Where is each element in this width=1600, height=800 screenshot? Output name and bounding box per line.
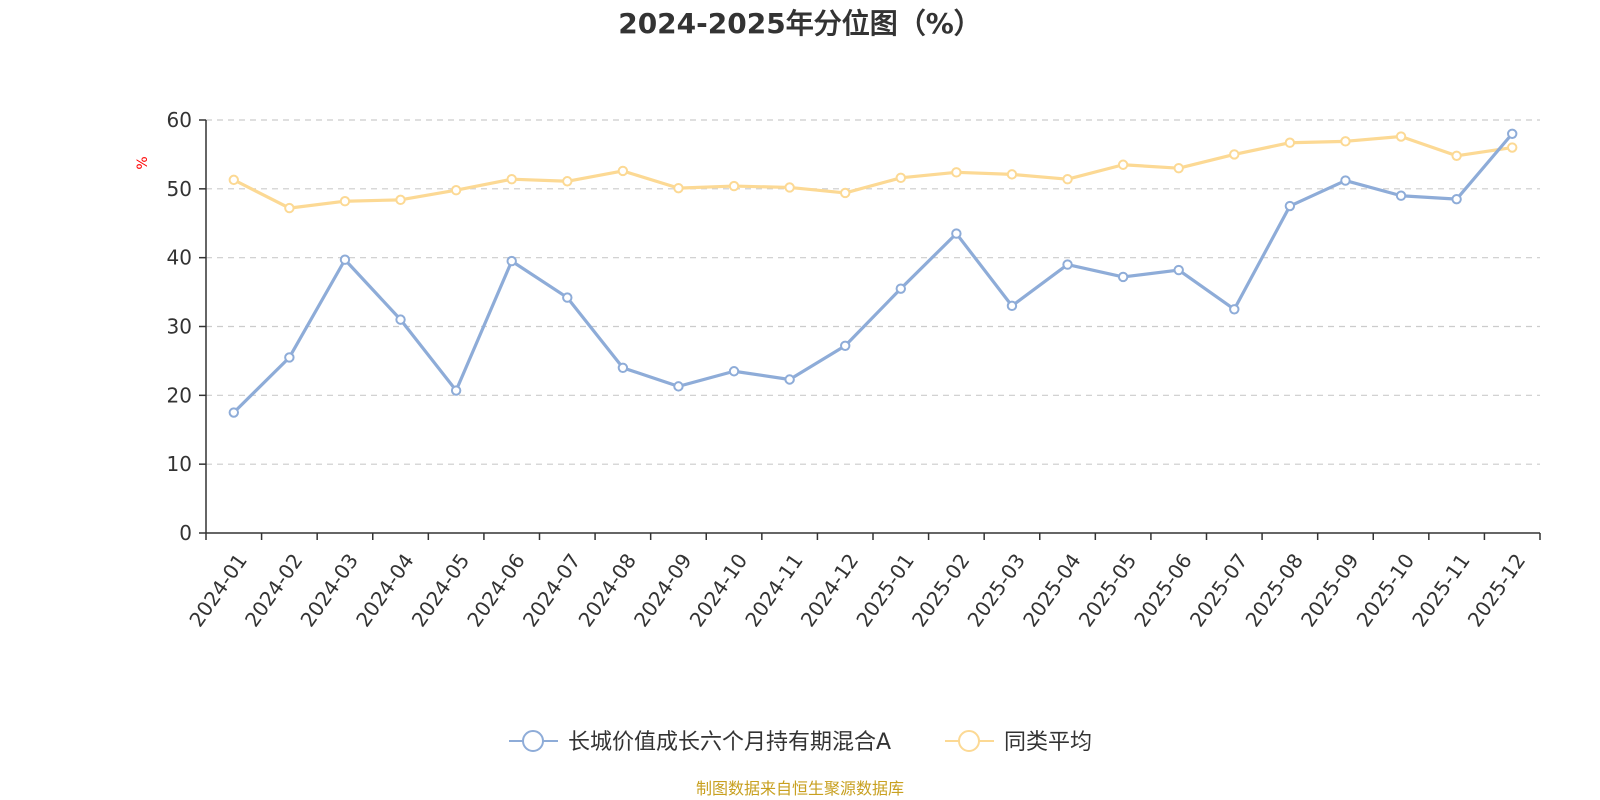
data-point-1-2024-11[interactable]: [784, 182, 795, 193]
data-point-0-2024-01[interactable]: [228, 407, 239, 418]
data-point-0-2025-12[interactable]: [1507, 128, 1518, 139]
data-point-0-2024-08[interactable]: [617, 362, 629, 373]
data-point-0-2024-03[interactable]: [339, 254, 351, 265]
gridlines: [206, 119, 1540, 465]
data-point-0-2024-05[interactable]: [450, 385, 462, 396]
data-point-1-2024-05[interactable]: [450, 185, 462, 196]
data-point-0-2025-11[interactable]: [1451, 193, 1462, 205]
data-point-0-2024-07[interactable]: [562, 292, 573, 303]
series-line-1: [232, 134, 1514, 210]
data-point-0-2024-12[interactable]: [840, 340, 851, 351]
data-point-0-2025-06[interactable]: [1173, 264, 1184, 276]
data-point-1-2025-01[interactable]: [895, 172, 906, 184]
data-point-0-2025-02[interactable]: [951, 228, 962, 239]
x-tick-label-2025-12: 2025-12: [1463, 549, 1531, 631]
data-point-1-2025-12[interactable]: [1507, 142, 1518, 153]
data-point-0-2024-09[interactable]: [673, 381, 684, 392]
data-point-1-2025-07[interactable]: [1229, 149, 1240, 160]
data-point-0-2025-05[interactable]: [1117, 271, 1129, 283]
data-point-1-2025-10[interactable]: [1395, 131, 1407, 142]
data-point-1-2024-02[interactable]: [284, 202, 295, 214]
data-point-0-2025-01[interactable]: [895, 283, 906, 294]
data-point-0-2025-03[interactable]: [1006, 300, 1018, 312]
legend-item-1[interactable]: 同类平均: [945, 730, 1092, 755]
data-point-1-2025-05[interactable]: [1117, 159, 1129, 170]
data-point-1-2025-02[interactable]: [951, 167, 962, 178]
data-point-1-2024-09[interactable]: [673, 182, 684, 194]
chart-title: 2024-2025年分位图（%）: [618, 7, 982, 40]
data-point-0-2025-04[interactable]: [1062, 259, 1073, 270]
data-point-1-2025-09[interactable]: [1340, 136, 1351, 147]
data-point-1-2025-03[interactable]: [1006, 169, 1018, 180]
data-point-0-2025-07[interactable]: [1229, 304, 1240, 315]
data-point-0-2024-11[interactable]: [784, 374, 795, 385]
y-tick-label-40: 40: [167, 246, 192, 270]
data-point-0-2024-10[interactable]: [728, 366, 740, 377]
y-tick-label-30: 30: [167, 315, 192, 339]
data-point-0-2024-02[interactable]: [284, 352, 295, 363]
y-tick-label-50: 50: [167, 177, 192, 201]
data-point-1-2024-10[interactable]: [728, 180, 740, 192]
data-point-0-2025-09[interactable]: [1340, 175, 1351, 186]
data-point-1-2025-04[interactable]: [1062, 173, 1073, 185]
legend-item-0[interactable]: 长城价值成长六个月持有期混合A: [509, 730, 891, 755]
legend: 长城价值成长六个月持有期混合A 同类平均: [509, 730, 1092, 755]
data-point-1-2024-12[interactable]: [840, 187, 851, 199]
source-note: 制图数据来自恒生聚源数据库: [696, 779, 904, 798]
data-point-1-2024-04[interactable]: [395, 194, 406, 206]
legend-label-0: 长城价值成长六个月持有期混合A: [568, 730, 891, 755]
series-lines: [228, 128, 1518, 418]
data-point-0-2024-04[interactable]: [395, 314, 406, 325]
data-point-0-2025-08[interactable]: [1284, 200, 1296, 212]
data-point-1-2024-06[interactable]: [506, 173, 517, 185]
y-tick-label-0: 0: [179, 521, 192, 545]
data-point-1-2024-01[interactable]: [228, 174, 239, 186]
legend-marker-0: [522, 730, 544, 752]
legend-label-1: 同类平均: [1004, 730, 1092, 755]
y-tick-label-60: 60: [167, 108, 192, 132]
data-point-1-2025-08[interactable]: [1284, 137, 1296, 148]
y-tick-label-20: 20: [167, 383, 192, 407]
data-point-1-2025-11[interactable]: [1451, 150, 1462, 161]
y-axis-unit-label: %: [135, 156, 151, 169]
data-point-0-2024-06[interactable]: [506, 255, 517, 267]
data-point-1-2024-08[interactable]: [617, 165, 629, 177]
data-point-1-2024-03[interactable]: [339, 196, 351, 207]
legend-marker-1: [958, 730, 980, 752]
series-line-0: [232, 132, 1514, 415]
data-point-0-2025-10[interactable]: [1395, 190, 1407, 201]
data-point-1-2024-07[interactable]: [562, 176, 573, 187]
data-point-1-2025-06[interactable]: [1173, 162, 1184, 174]
y-tick-label-10: 10: [167, 452, 192, 476]
